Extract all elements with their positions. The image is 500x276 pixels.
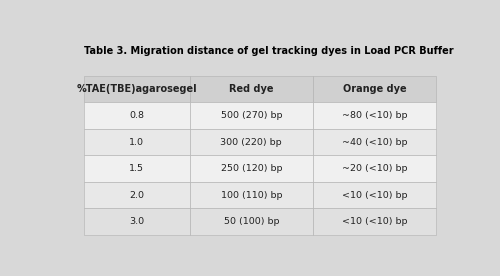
- Bar: [313, 155, 436, 182]
- Text: 1.5: 1.5: [129, 164, 144, 173]
- Bar: [313, 129, 436, 155]
- Text: 50 (100) bp: 50 (100) bp: [224, 217, 279, 226]
- Text: %TAE(TBE)agarosegel: %TAE(TBE)agarosegel: [76, 84, 197, 94]
- Text: ~80 (<10) bp: ~80 (<10) bp: [342, 111, 407, 120]
- Text: 1.0: 1.0: [129, 137, 144, 147]
- Bar: [313, 102, 436, 129]
- Text: 250 (120) bp: 250 (120) bp: [220, 164, 282, 173]
- Text: <10 (<10) bp: <10 (<10) bp: [342, 191, 407, 200]
- Text: 300 (220) bp: 300 (220) bp: [220, 137, 282, 147]
- Text: Table 3. Migration distance of gel tracking dyes in Load PCR Buffer: Table 3. Migration distance of gel track…: [84, 46, 454, 56]
- Bar: [313, 182, 436, 208]
- Bar: [84, 155, 190, 182]
- Bar: [84, 102, 190, 129]
- Text: 2.0: 2.0: [129, 191, 144, 200]
- Text: 500 (270) bp: 500 (270) bp: [220, 111, 282, 120]
- Bar: [190, 76, 313, 102]
- Text: 0.8: 0.8: [129, 111, 144, 120]
- Bar: [84, 208, 190, 235]
- Bar: [84, 129, 190, 155]
- Text: Orange dye: Orange dye: [343, 84, 406, 94]
- Bar: [190, 129, 313, 155]
- Bar: [313, 208, 436, 235]
- Bar: [313, 76, 436, 102]
- Bar: [84, 76, 190, 102]
- Bar: [84, 182, 190, 208]
- Bar: [190, 182, 313, 208]
- Text: ~20 (<10) bp: ~20 (<10) bp: [342, 164, 407, 173]
- Bar: [190, 102, 313, 129]
- Text: Red dye: Red dye: [229, 84, 274, 94]
- Text: 100 (110) bp: 100 (110) bp: [220, 191, 282, 200]
- Bar: [190, 155, 313, 182]
- Bar: [190, 208, 313, 235]
- Text: 3.0: 3.0: [129, 217, 144, 226]
- Text: ~40 (<10) bp: ~40 (<10) bp: [342, 137, 407, 147]
- Text: <10 (<10) bp: <10 (<10) bp: [342, 217, 407, 226]
